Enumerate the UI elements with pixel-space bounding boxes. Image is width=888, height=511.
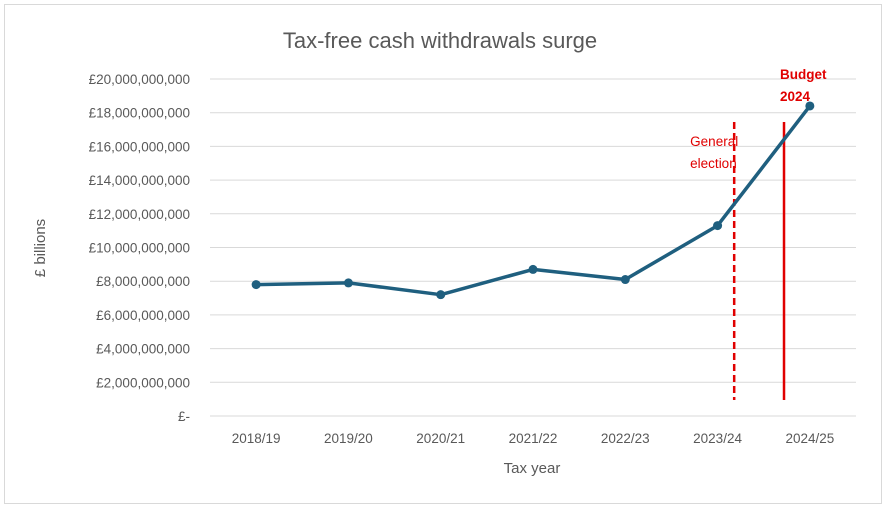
x-tick-label: 2023/24 <box>693 431 742 446</box>
y-tick-label: £10,000,000,000 <box>89 241 190 256</box>
data-point <box>620 275 630 285</box>
x-tick-label: 2018/19 <box>232 431 281 446</box>
x-tick-label: 2022/23 <box>601 431 650 446</box>
x-tick-label: 2020/21 <box>416 431 465 446</box>
y-tick-label: £14,000,000,000 <box>89 173 190 188</box>
y-tick-label: £4,000,000,000 <box>96 342 190 357</box>
annotation-label: General <box>690 134 738 149</box>
y-tick-label: £20,000,000,000 <box>89 72 190 87</box>
x-tick-label: 2024/25 <box>785 431 834 446</box>
x-axis-label: Tax year <box>504 460 561 477</box>
y-axis-label: £ billions <box>32 219 49 277</box>
chart-frame <box>4 4 882 504</box>
annotation-label: Budget <box>780 67 827 82</box>
x-tick-label: 2021/22 <box>509 431 558 446</box>
data-point <box>713 221 723 231</box>
x-tick-label: 2019/20 <box>324 431 373 446</box>
y-tick-label: £16,000,000,000 <box>89 139 190 154</box>
y-tick-label: £6,000,000,000 <box>96 308 190 323</box>
data-point <box>251 280 261 290</box>
annotation-label: 2024 <box>780 89 811 104</box>
y-tick-label: £8,000,000,000 <box>96 274 190 289</box>
y-axis-ticks: £- £2,000,000,000 £4,000,000,000 £6,000,000… <box>89 72 190 424</box>
data-point <box>436 290 446 300</box>
annotation-label: election <box>690 156 737 171</box>
y-tick-label: £2,000,000,000 <box>96 375 190 390</box>
data-point <box>528 264 538 274</box>
y-tick-label: £18,000,000,000 <box>89 106 190 121</box>
y-tick-label: £- <box>178 409 190 424</box>
data-point <box>343 278 353 288</box>
y-tick-label: £12,000,000,000 <box>89 207 190 222</box>
series-lines <box>251 101 815 300</box>
data-point <box>805 101 815 111</box>
annotations: General election Budget 2024 <box>690 67 827 400</box>
x-axis-ticks: 2018/19 2019/20 2020/21 2021/22 2022/23 2023/… <box>232 431 835 446</box>
chart-title: Tax-free cash withdrawals surge <box>283 28 597 53</box>
gridlines <box>210 78 856 417</box>
